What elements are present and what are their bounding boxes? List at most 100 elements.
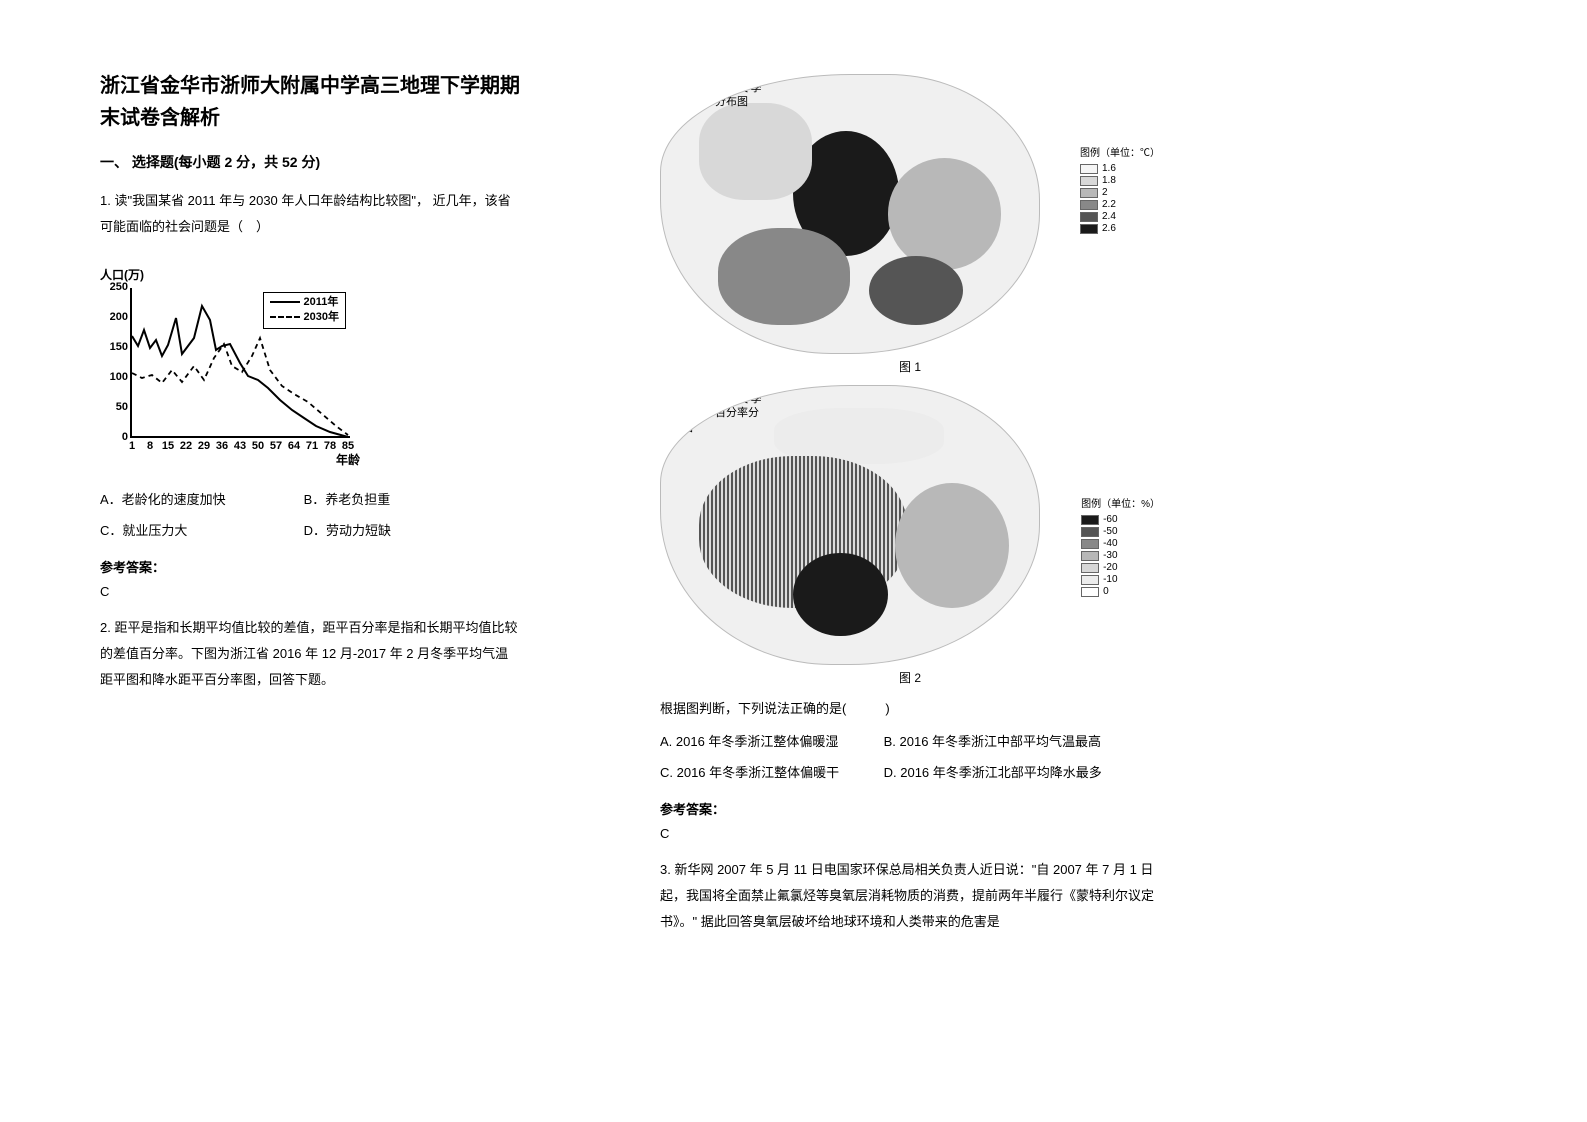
legend-swatch <box>1080 212 1098 222</box>
fig1-label-2: 气温距平分布图 <box>671 95 761 109</box>
legend-swatch <box>1081 563 1099 573</box>
fig2-label-3: 布图 <box>671 421 761 435</box>
fig2-label: 浙江省2016年冬季 降水距平百分率分 布图 <box>671 392 761 435</box>
legend-swatch-row: 2.4 <box>1080 211 1160 222</box>
chart-xtick: 64 <box>288 440 300 452</box>
q2-opt-c: C. 2016 年冬季浙江整体偏暖干 <box>660 761 880 784</box>
legend-swatch <box>1080 176 1098 186</box>
chart-ytick: 250 <box>104 281 128 293</box>
fig2-caption: 图 2 <box>660 669 1160 686</box>
q1-opt-c: C．就业压力大 <box>100 519 300 542</box>
fig2-legend-title: 图例（单位：%） <box>1081 495 1160 510</box>
fig2-label-1: 浙江省2016年冬季 <box>671 392 761 406</box>
fig1-caption: 图 1 <box>660 358 1160 375</box>
legend-swatch-row: -40 <box>1081 538 1160 549</box>
series-2011 <box>132 306 348 437</box>
legend-swatch-label: -20 <box>1103 562 1117 573</box>
legend-swatch-label: 2.2 <box>1102 199 1116 210</box>
legend-swatch-row: 0 <box>1081 586 1160 597</box>
legend-swatch <box>1080 224 1098 234</box>
q1-opt-b: B．养老负担重 <box>304 488 391 511</box>
q1-text: 1. 读"我国某省 2011 年与 2030 年人口年龄结构比较图"， 近几年，… <box>100 188 520 240</box>
legend-swatch-label: -10 <box>1103 574 1117 585</box>
fig2-wrapper: 浙江省2016年冬季 降水距平百分率分 布图 图例（单位：%） -60-50-4… <box>660 385 1040 665</box>
section-header: 一、 选择题(每小题 2 分，共 52 分) <box>100 152 520 172</box>
q2-qtext: 根据图判断，下列说法正确的是( ) <box>660 696 1160 722</box>
legend-swatch-row: 2.2 <box>1080 199 1160 210</box>
legend-swatch-label: 2.6 <box>1102 223 1116 234</box>
q2-opt-d: D. 2016 年冬季浙江北部平均降水最多 <box>884 761 1102 784</box>
chart-xtick: 1 <box>129 440 135 452</box>
q2-answer: C <box>660 826 1160 841</box>
chart-xtick: 36 <box>216 440 228 452</box>
legend-swatch-label: -50 <box>1103 526 1117 537</box>
right-column: 浙江省2016年冬季 气温距平分布图 图例（单位：℃） 1.61.822.22.… <box>660 70 1160 1082</box>
legend-swatch-row: 2.6 <box>1080 223 1160 234</box>
legend-swatch <box>1081 527 1099 537</box>
legend-swatch-row: 2 <box>1080 187 1160 198</box>
chart-xlabel: 年龄 <box>336 451 360 468</box>
chart-xtick: 29 <box>198 440 210 452</box>
chart-ytick: 100 <box>104 371 128 383</box>
chart-xtick: 71 <box>306 440 318 452</box>
legend-swatch <box>1080 200 1098 210</box>
q1-answer: C <box>100 584 520 599</box>
fig2-map: 浙江省2016年冬季 降水距平百分率分 布图 <box>660 385 1040 665</box>
fig1-label: 浙江省2016年冬季 气温距平分布图 <box>671 81 761 110</box>
legend-swatch-row: -30 <box>1081 550 1160 561</box>
q1-chart: 人口(万) 2011年 2030年 250200150100500 181522… <box>100 270 360 470</box>
legend-swatch-row: -60 <box>1081 514 1160 525</box>
fig2-legend: 图例（单位：%） -60-50-40-30-20-100 <box>1081 495 1160 598</box>
legend-swatch <box>1081 515 1099 525</box>
q1-options-row1: A．老龄化的速度加快 B．养老负担重 <box>100 488 520 511</box>
chart-xtick: 22 <box>180 440 192 452</box>
q2-opt-a: A. 2016 年冬季浙江整体偏暖湿 <box>660 730 880 753</box>
legend-swatch-row: -10 <box>1081 574 1160 585</box>
q2-answer-label: 参考答案： <box>660 799 1160 818</box>
chart-ytick: 150 <box>104 341 128 353</box>
legend-swatch-row: 1.8 <box>1080 175 1160 186</box>
legend-swatch-label: -40 <box>1103 538 1117 549</box>
chart-xtick: 50 <box>252 440 264 452</box>
q1-opt-a: A．老龄化的速度加快 <box>100 488 300 511</box>
legend-swatch-label: 2 <box>1102 187 1108 198</box>
fig1-label-1: 浙江省2016年冬季 <box>671 81 761 95</box>
legend-swatch <box>1081 575 1099 585</box>
q2-options-row2: C. 2016 年冬季浙江整体偏暖干 D. 2016 年冬季浙江北部平均降水最多 <box>660 761 1160 784</box>
q1-options-row2: C．就业压力大 D．劳动力短缺 <box>100 519 520 542</box>
q3-text: 3. 新华网 2007 年 5 月 11 日电国家环保总局相关负责人近日说："自… <box>660 857 1160 935</box>
left-column: 浙江省金华市浙师大附属中学高三地理下学期期末试卷含解析 一、 选择题(每小题 2… <box>100 70 580 1082</box>
q2-text: 2. 距平是指和长期平均值比较的差值，距平百分率是指和长期平均值比较的差值百分率… <box>100 615 520 693</box>
page-title: 浙江省金华市浙师大附属中学高三地理下学期期末试卷含解析 <box>100 70 520 134</box>
chart-xtick: 43 <box>234 440 246 452</box>
q1-opt-d: D．劳动力短缺 <box>304 519 391 542</box>
legend-swatch-label: -60 <box>1103 514 1117 525</box>
q2-options-row1: A. 2016 年冬季浙江整体偏暖湿 B. 2016 年冬季浙江中部平均气温最高 <box>660 730 1160 753</box>
fig1-wrapper: 浙江省2016年冬季 气温距平分布图 图例（单位：℃） 1.61.822.22.… <box>660 74 1040 354</box>
legend-swatch <box>1080 164 1098 174</box>
chart-xtick: 8 <box>147 440 153 452</box>
fig1-legend-title: 图例（单位：℃） <box>1080 144 1160 159</box>
q1-answer-label: 参考答案： <box>100 557 520 576</box>
legend-swatch-label: 1.8 <box>1102 175 1116 186</box>
chart-ytick: 0 <box>104 431 128 443</box>
fig1-map: 浙江省2016年冬季 气温距平分布图 <box>660 74 1040 354</box>
chart-xtick: 57 <box>270 440 282 452</box>
chart-ytick: 200 <box>104 311 128 323</box>
q2-opt-b: B. 2016 年冬季浙江中部平均气温最高 <box>884 730 1101 753</box>
legend-swatch <box>1081 539 1099 549</box>
legend-swatch-row: 1.6 <box>1080 163 1160 174</box>
legend-swatch <box>1080 188 1098 198</box>
legend-swatch-label: -30 <box>1103 550 1117 561</box>
fig2-label-2: 降水距平百分率分 <box>671 406 761 420</box>
legend-swatch-row: -20 <box>1081 562 1160 573</box>
legend-swatch <box>1081 587 1099 597</box>
fig1-legend: 图例（单位：℃） 1.61.822.22.42.6 <box>1080 144 1160 235</box>
legend-swatch-label: 2.4 <box>1102 211 1116 222</box>
chart-xtick: 15 <box>162 440 174 452</box>
chart-ytick: 50 <box>104 401 128 413</box>
legend-swatch-row: -50 <box>1081 526 1160 537</box>
legend-swatch-label: 0 <box>1103 586 1109 597</box>
chart-area: 2011年 2030年 250200150100500 181522293643… <box>130 288 350 438</box>
chart-xtick: 78 <box>324 440 336 452</box>
